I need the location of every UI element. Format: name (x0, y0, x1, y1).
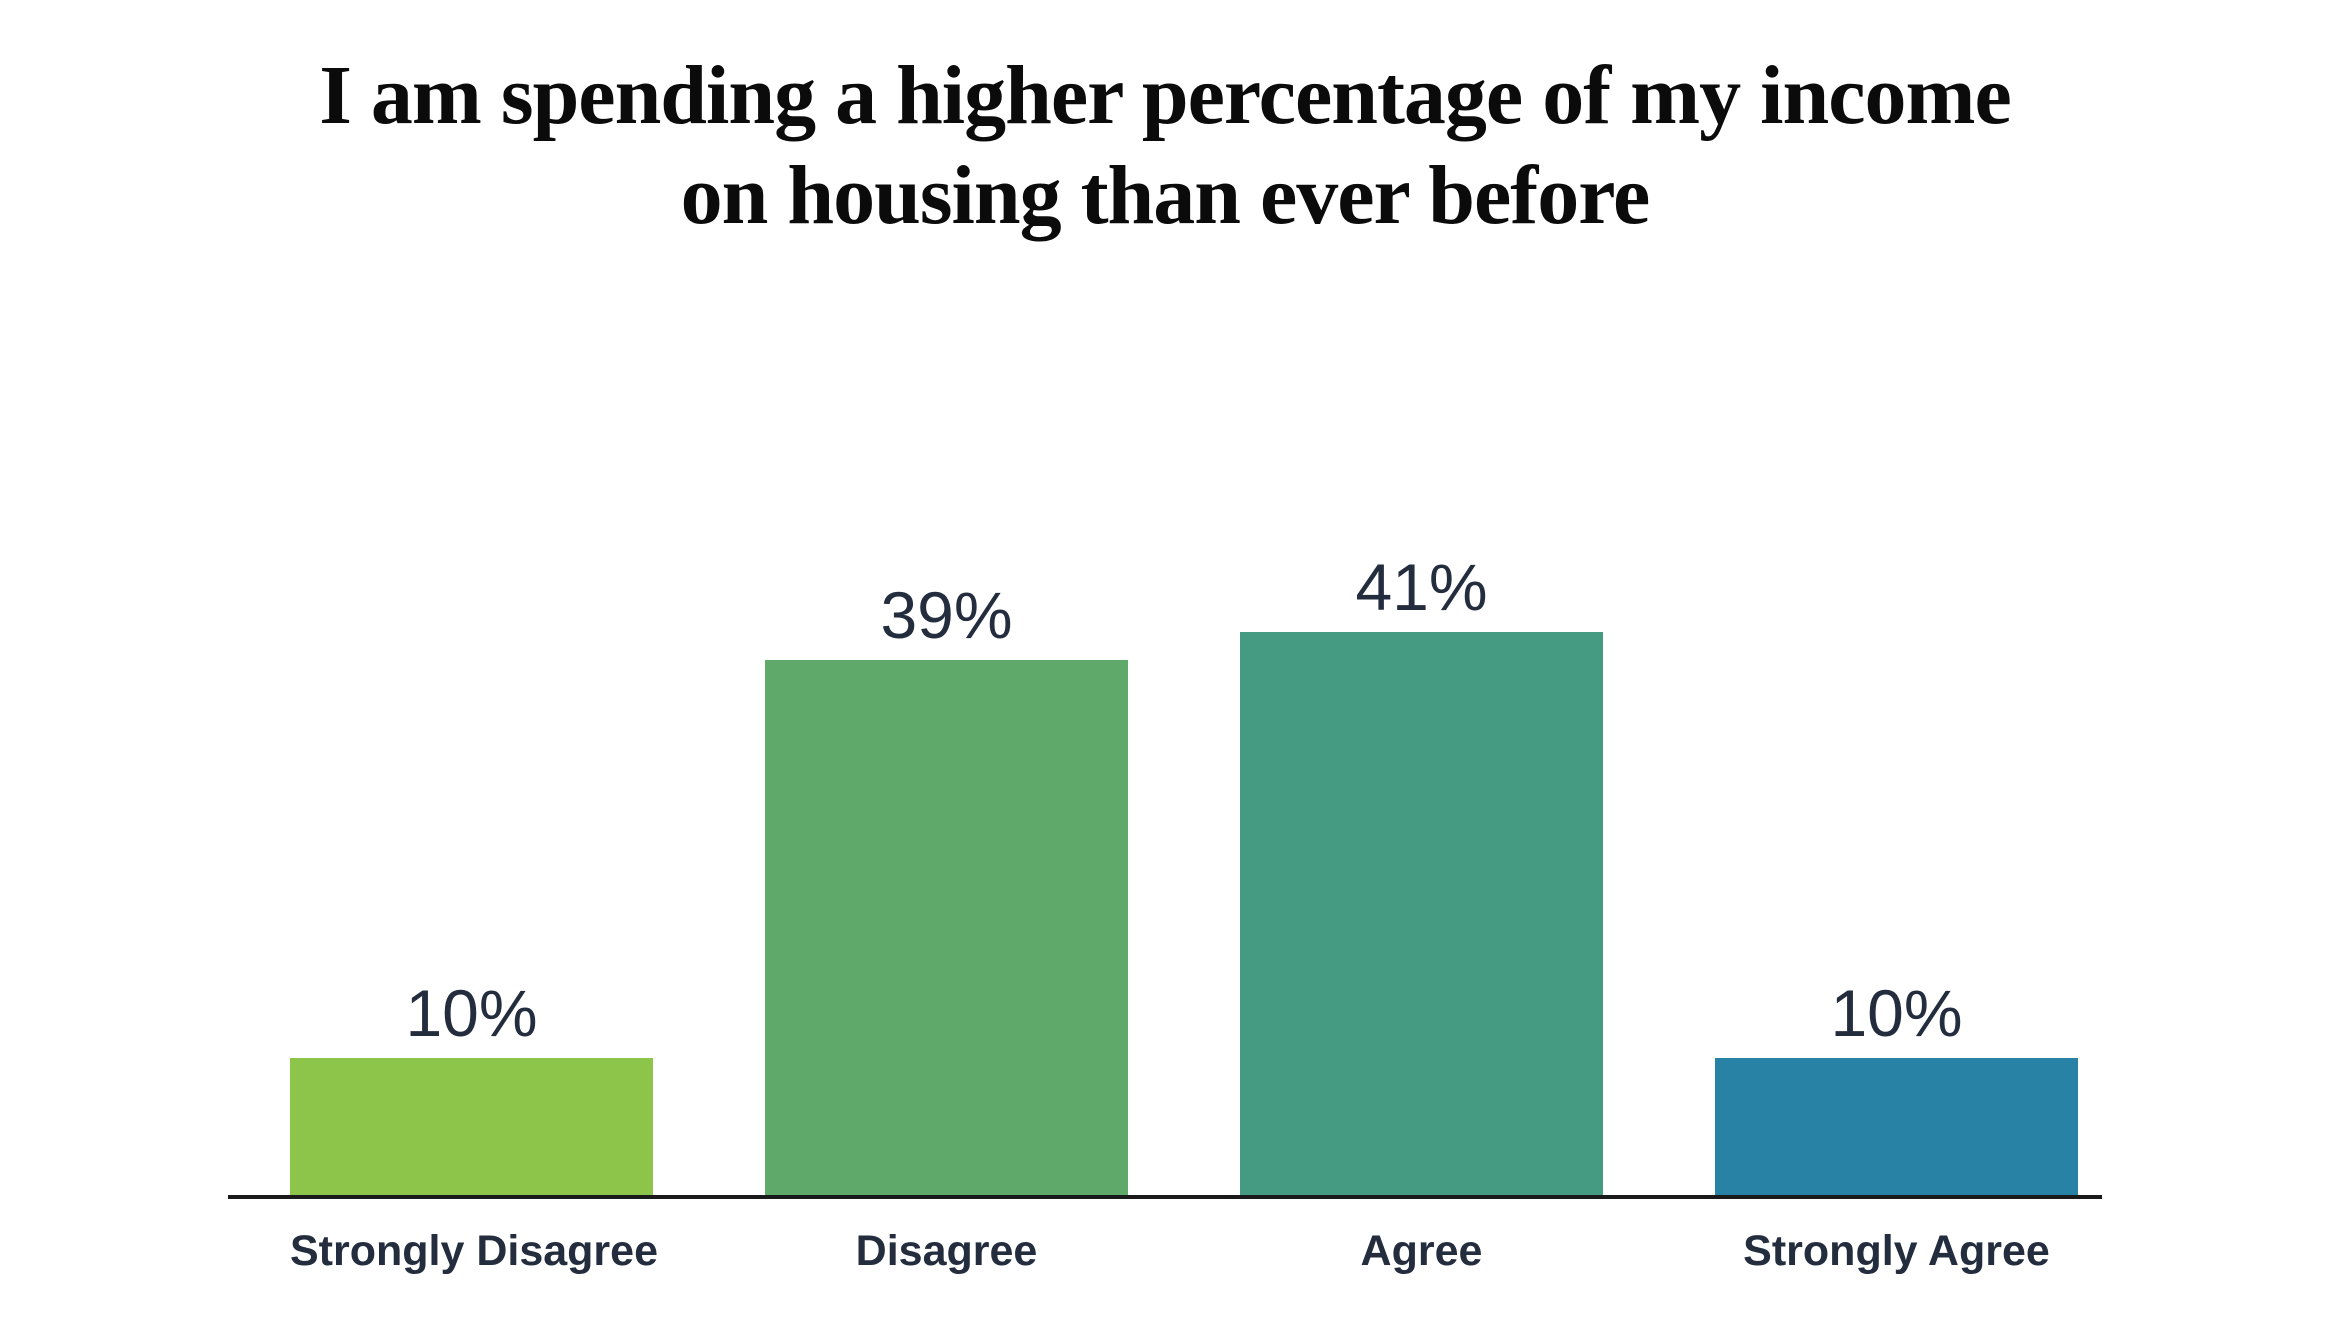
bar-disagree (765, 660, 1128, 1195)
bar-group-strongly-disagree: 10% (290, 980, 653, 1195)
chart-title-line-2: on housing than ever before (680, 149, 1651, 242)
bar-agree (1240, 632, 1603, 1195)
value-label-disagree: 39% (880, 578, 1013, 652)
value-label-strongly-agree: 10% (1830, 976, 1963, 1050)
category-label-agree: Agree (1360, 1227, 1483, 1275)
bars-row: 10% 39% 41% 10% (290, 554, 2078, 1195)
bar-group-strongly-agree: 10% (1715, 980, 2078, 1195)
x-axis-labels: Strongly Disagree Disagree Agree Strongl… (290, 1230, 2078, 1273)
bar-strongly-agree (1715, 1058, 2078, 1195)
category-label-strongly-agree: Strongly Agree (1743, 1227, 2050, 1275)
value-label-agree: 41% (1355, 550, 1488, 624)
category-label-disagree: Disagree (855, 1227, 1038, 1275)
category-label-strongly-disagree: Strongly Disagree (290, 1227, 658, 1275)
x-axis-line (228, 1195, 2102, 1199)
bar-chart: 10% 39% 41% 10% Strongly Disagree Disagr… (228, 0, 2102, 1328)
bar-group-agree: 41% (1240, 554, 1603, 1195)
chart-title: I am spending a higher percentage of my … (0, 46, 2330, 246)
value-label-strongly-disagree: 10% (405, 976, 538, 1050)
bar-strongly-disagree (290, 1058, 653, 1195)
chart-title-line-1: I am spending a higher percentage of my … (319, 49, 2012, 142)
bar-group-disagree: 39% (765, 582, 1128, 1195)
